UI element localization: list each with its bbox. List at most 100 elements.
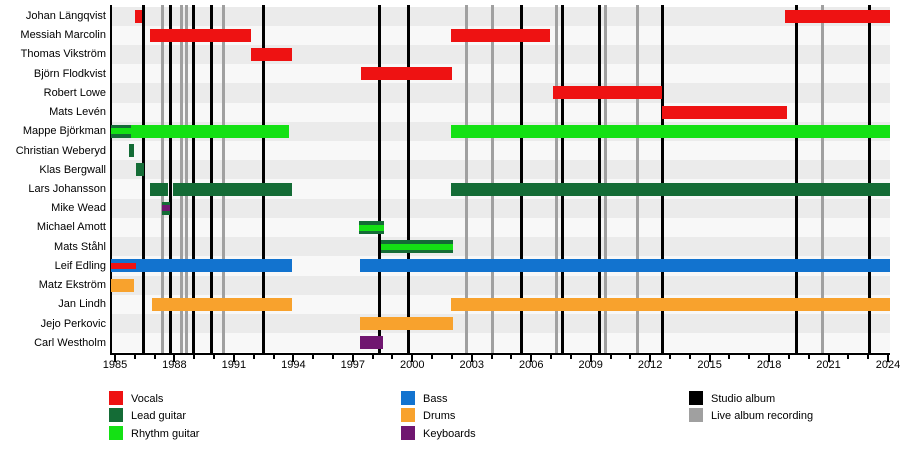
timeline-bar-drums xyxy=(450,297,890,311)
studio-album-line xyxy=(406,5,410,353)
row-stripe xyxy=(111,237,890,257)
member-label: Carl Westholm xyxy=(34,336,106,349)
studio-album-line xyxy=(169,5,173,353)
axis-minor-tick xyxy=(668,354,671,359)
legend-label: Rhythm guitar xyxy=(131,427,200,440)
axis-minor-tick xyxy=(450,354,453,359)
live-album-line xyxy=(635,5,639,353)
studio-album-line xyxy=(378,5,382,353)
axis-major-tick xyxy=(411,354,414,362)
studio-album-line xyxy=(209,5,213,353)
timeline-bar-lead_guitar xyxy=(450,182,890,196)
row-stripe xyxy=(111,217,890,238)
axis-minor-tick xyxy=(510,354,513,359)
timeline-bar-lead_guitar xyxy=(135,163,144,177)
studio-album-line xyxy=(795,5,799,353)
axis-year-label: 1994 xyxy=(281,359,306,371)
axis-major-tick xyxy=(173,354,176,362)
axis-year-label: 1985 xyxy=(102,359,128,371)
axis-minor-tick xyxy=(787,354,790,359)
axis-year-label: 2000 xyxy=(400,359,425,371)
row-stripe xyxy=(111,64,890,84)
legend-swatch-drums xyxy=(401,408,415,422)
legend-swatch-lead_guitar xyxy=(109,408,123,422)
axis-major-tick xyxy=(292,354,295,362)
axis-major-tick xyxy=(113,354,116,362)
row-stripe xyxy=(111,83,890,103)
studio-album-line xyxy=(191,5,195,353)
member-label: Michael Amott xyxy=(36,221,106,234)
axis-minor-tick xyxy=(391,354,394,359)
timeline-bar-vocals xyxy=(450,28,551,42)
member-label: Robert Lowe xyxy=(43,86,106,99)
axis-major-tick xyxy=(470,354,473,362)
legend-swatch-bass xyxy=(401,390,415,405)
legend-label: Lead guitar xyxy=(131,410,187,422)
studio-album-line xyxy=(561,5,565,353)
axis-major-tick xyxy=(887,354,890,362)
axis-minor-tick xyxy=(332,354,334,359)
axis-major-tick xyxy=(649,354,652,362)
axis-minor-tick xyxy=(133,354,136,359)
legend-label: Bass xyxy=(423,392,448,405)
studio-album-line xyxy=(519,5,523,353)
axis-minor-tick xyxy=(431,354,434,359)
studio-album-line xyxy=(867,5,871,353)
axis-minor-tick xyxy=(569,354,572,359)
legend-label: Keyboards xyxy=(423,427,476,440)
legend-label: Vocals xyxy=(131,392,164,405)
axis-major-tick xyxy=(708,354,711,362)
axis-year-label: 1988 xyxy=(162,359,187,371)
member-label: Mappe Björkman xyxy=(22,125,106,138)
axis-year-label: 2021 xyxy=(816,359,841,371)
timeline-bar-vocals xyxy=(662,105,787,119)
timeline-bar-vocals xyxy=(134,9,142,23)
axis-major-tick xyxy=(827,354,830,362)
live-album-line xyxy=(161,5,165,353)
timeline-bar-rhythm_guitar xyxy=(130,124,290,138)
member-label: Johan Längqvist xyxy=(25,10,106,22)
axis-minor-tick xyxy=(153,354,156,359)
axis-minor-tick xyxy=(748,354,751,359)
axis-minor-tick xyxy=(312,354,315,359)
axis-minor-tick xyxy=(629,354,632,359)
timeline-bar-vocals xyxy=(784,9,890,23)
live-album-line xyxy=(180,5,184,353)
axis-major-tick xyxy=(351,354,354,362)
row-stripe xyxy=(111,275,890,295)
axis-minor-tick xyxy=(490,354,493,359)
timeline-bar-rhythm_guitar xyxy=(450,124,890,138)
live-album-line xyxy=(184,5,188,353)
timeline-bar-stripe-keyboards xyxy=(161,205,171,212)
axis-minor-tick xyxy=(550,354,553,359)
timeline-bar-bass xyxy=(135,259,293,273)
legend-label: Live album recording xyxy=(711,410,814,422)
axis-minor-tick xyxy=(272,354,275,359)
member-label: Mats Levén xyxy=(49,106,106,119)
studio-album-line xyxy=(598,5,602,353)
row-stripe xyxy=(111,6,890,26)
legend-swatch-studio_album xyxy=(689,390,703,405)
timeline-bar-stripe-vocals xyxy=(111,262,136,269)
member-label: Lars Johansson xyxy=(28,182,106,195)
row-stripe xyxy=(111,314,890,334)
legend-label: Studio album xyxy=(711,392,776,405)
timeline-bar-vocals xyxy=(360,67,452,81)
studio-album-line xyxy=(660,5,664,353)
timeline-bar-stripe-rhythm_guitar xyxy=(111,128,131,135)
member-label: Thomas Vikström xyxy=(20,48,106,61)
member-label: Mike Wead xyxy=(51,202,106,215)
row-stripe xyxy=(111,198,890,218)
timeline-bar-lead_guitar xyxy=(172,182,293,196)
axis-year-label: 2009 xyxy=(578,359,603,371)
timeline-bar-bass xyxy=(359,259,890,273)
axis-year-label: 2015 xyxy=(697,359,722,371)
member-label: Jan Lindh xyxy=(58,298,106,311)
axis-minor-tick xyxy=(609,354,612,359)
member-label: Jejo Perkovic xyxy=(40,317,106,330)
timeline-bar-keyboards xyxy=(359,336,383,350)
x-axis-line xyxy=(110,352,890,355)
legend-swatch-live_album xyxy=(689,408,703,422)
member-label: Leif Edling xyxy=(54,259,106,272)
axis-minor-tick xyxy=(213,354,216,359)
